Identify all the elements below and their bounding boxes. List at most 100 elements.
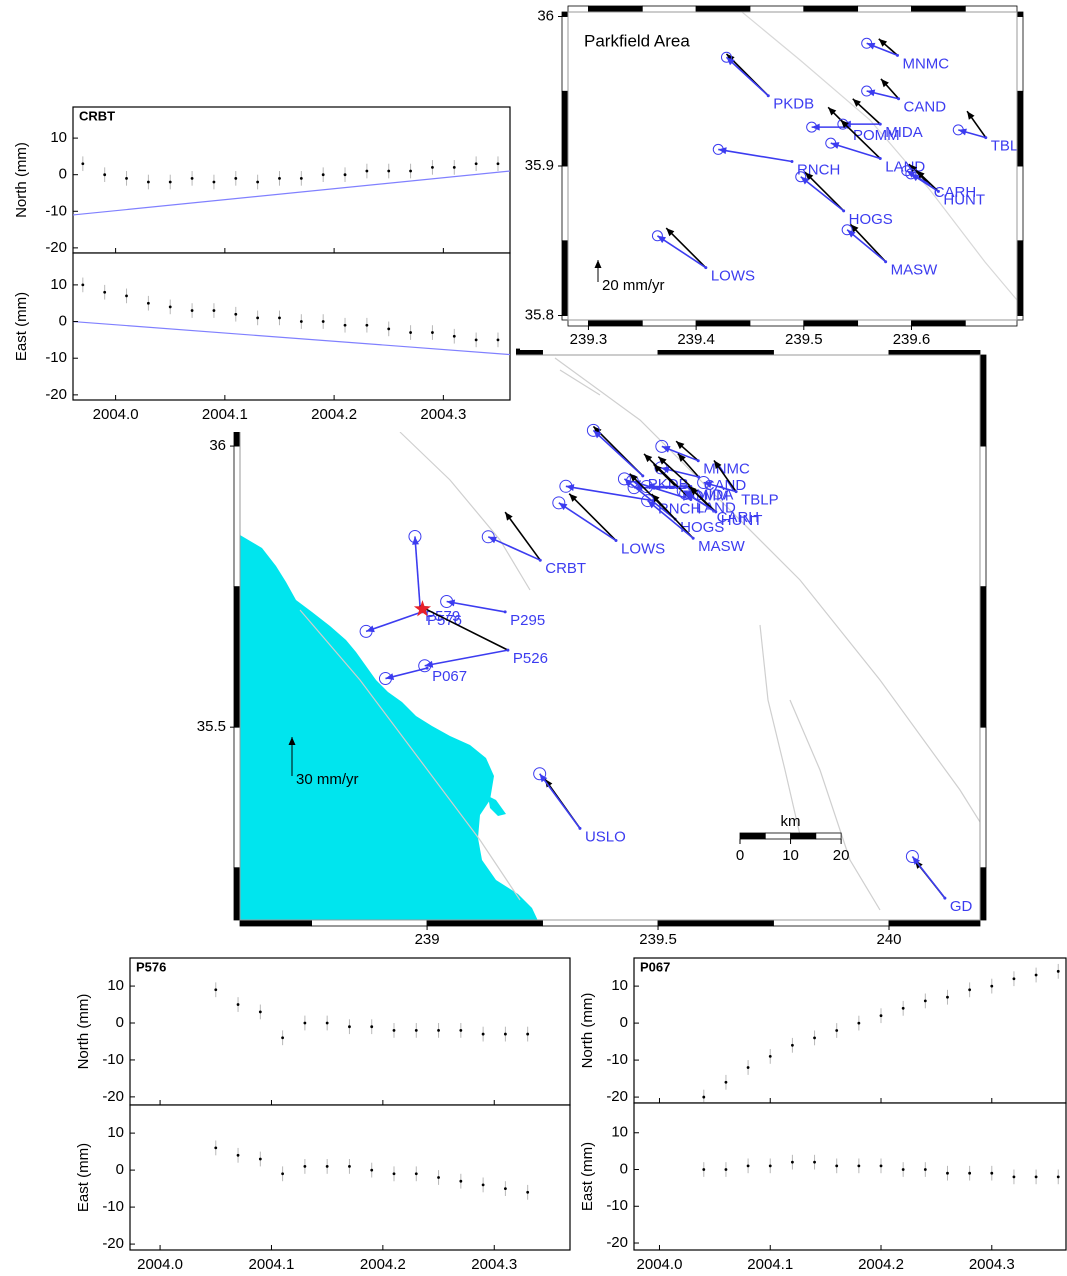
map-title: Parkfield Area	[584, 31, 690, 50]
data-point	[236, 1003, 240, 1006]
frame-band	[561, 90, 569, 167]
data-point	[901, 1168, 905, 1171]
frame-band	[561, 16, 569, 92]
velocity-arrow	[911, 855, 946, 899]
y-axis-label: East (mm)	[13, 292, 30, 361]
frame-band	[641, 5, 697, 13]
data-point	[813, 1160, 816, 1164]
data-point	[526, 1032, 530, 1036]
y-tick-label: 0	[620, 1014, 628, 1031]
arrow-head	[658, 456, 667, 465]
y-tick-label: -20	[606, 1234, 628, 1251]
y-tick-label: 10	[611, 977, 628, 994]
data-point	[724, 1168, 728, 1171]
plot-frame	[633, 957, 1067, 1104]
data-point	[103, 173, 107, 177]
scale-bar-segment	[790, 832, 817, 840]
station	[614, 539, 618, 543]
frame-band	[233, 586, 241, 728]
station	[842, 209, 846, 213]
frame-band	[695, 319, 751, 327]
plot-area	[702, 1154, 1060, 1185]
velocity-arrow	[643, 453, 692, 501]
y-axis-label: East (mm)	[579, 1142, 596, 1211]
station	[897, 97, 901, 101]
data-point	[1034, 1175, 1038, 1179]
x-tick-label: 239	[415, 931, 440, 948]
data-point	[236, 1153, 240, 1157]
frame-band	[567, 5, 589, 13]
data-point	[901, 1006, 905, 1010]
station	[425, 666, 429, 670]
error-ellipse	[418, 659, 432, 673]
frame-band	[426, 919, 543, 927]
fault-line	[554, 357, 980, 824]
arrow-head	[908, 164, 918, 173]
data-point	[835, 1164, 839, 1168]
frame-band	[749, 5, 805, 13]
data-point	[212, 309, 216, 312]
arrow-head	[800, 176, 810, 185]
data-point	[724, 1080, 728, 1084]
arrow-head	[880, 78, 889, 88]
station-label: MIDA	[696, 487, 734, 504]
data-point	[370, 1025, 374, 1029]
data-point	[409, 331, 412, 334]
velocity-arrow	[558, 502, 617, 542]
plot-frame	[129, 1104, 571, 1251]
scale-arrow-label: 20 mm/yr	[602, 277, 665, 294]
y-tick-label: 36	[209, 437, 226, 454]
data-point	[414, 1172, 418, 1176]
scale-bar-segment	[739, 832, 766, 840]
y-tick-label: 0	[620, 1160, 628, 1177]
station	[578, 826, 582, 830]
frame-band	[233, 726, 241, 869]
fault-line	[759, 624, 801, 836]
arrow-head	[676, 441, 685, 450]
arrow-head	[916, 170, 925, 179]
data-point	[791, 1043, 794, 1047]
velocity-arrow	[665, 227, 707, 269]
panel-title: P576	[136, 959, 166, 974]
scale-bar-tick-label: 20	[833, 847, 850, 864]
data-point	[299, 176, 303, 180]
station	[538, 558, 542, 562]
error-ellipse	[651, 230, 663, 242]
arrow-head	[811, 123, 820, 131]
map-background	[568, 12, 1017, 320]
station-label: CAND	[904, 99, 947, 116]
error-ellipse	[676, 484, 690, 498]
arrow-head	[644, 453, 653, 463]
data-point	[190, 309, 194, 312]
arrow-head	[657, 235, 667, 244]
station-label: GD	[950, 898, 973, 915]
data-point	[1056, 969, 1060, 973]
y-tick-label: 35.8	[525, 306, 554, 323]
station-label: MASW	[698, 538, 746, 555]
scale-bar-segment	[764, 832, 791, 840]
data-point	[835, 1029, 839, 1032]
data-point	[81, 283, 85, 287]
frame-band	[857, 319, 912, 327]
error-ellipse	[641, 494, 655, 508]
x-tick-label: 240	[876, 931, 901, 948]
data-point	[214, 1146, 218, 1150]
data-point	[746, 1164, 750, 1168]
data-point	[431, 331, 434, 334]
error-ellipse	[552, 496, 566, 510]
frame-band	[561, 11, 569, 17]
data-point	[879, 1014, 883, 1018]
y-tick-label: 0	[59, 313, 67, 330]
arrow-head	[805, 172, 814, 181]
station	[790, 160, 794, 164]
data-point	[474, 338, 478, 342]
frame-band	[749, 319, 805, 327]
y-tick-label: 0	[116, 1014, 124, 1031]
station-label: USLO	[585, 828, 626, 845]
error-ellipse	[481, 530, 495, 544]
fault-line	[399, 431, 531, 591]
data-point	[303, 1021, 307, 1025]
x-tick-label: 239.6	[893, 331, 931, 348]
arrow-head	[726, 57, 735, 66]
